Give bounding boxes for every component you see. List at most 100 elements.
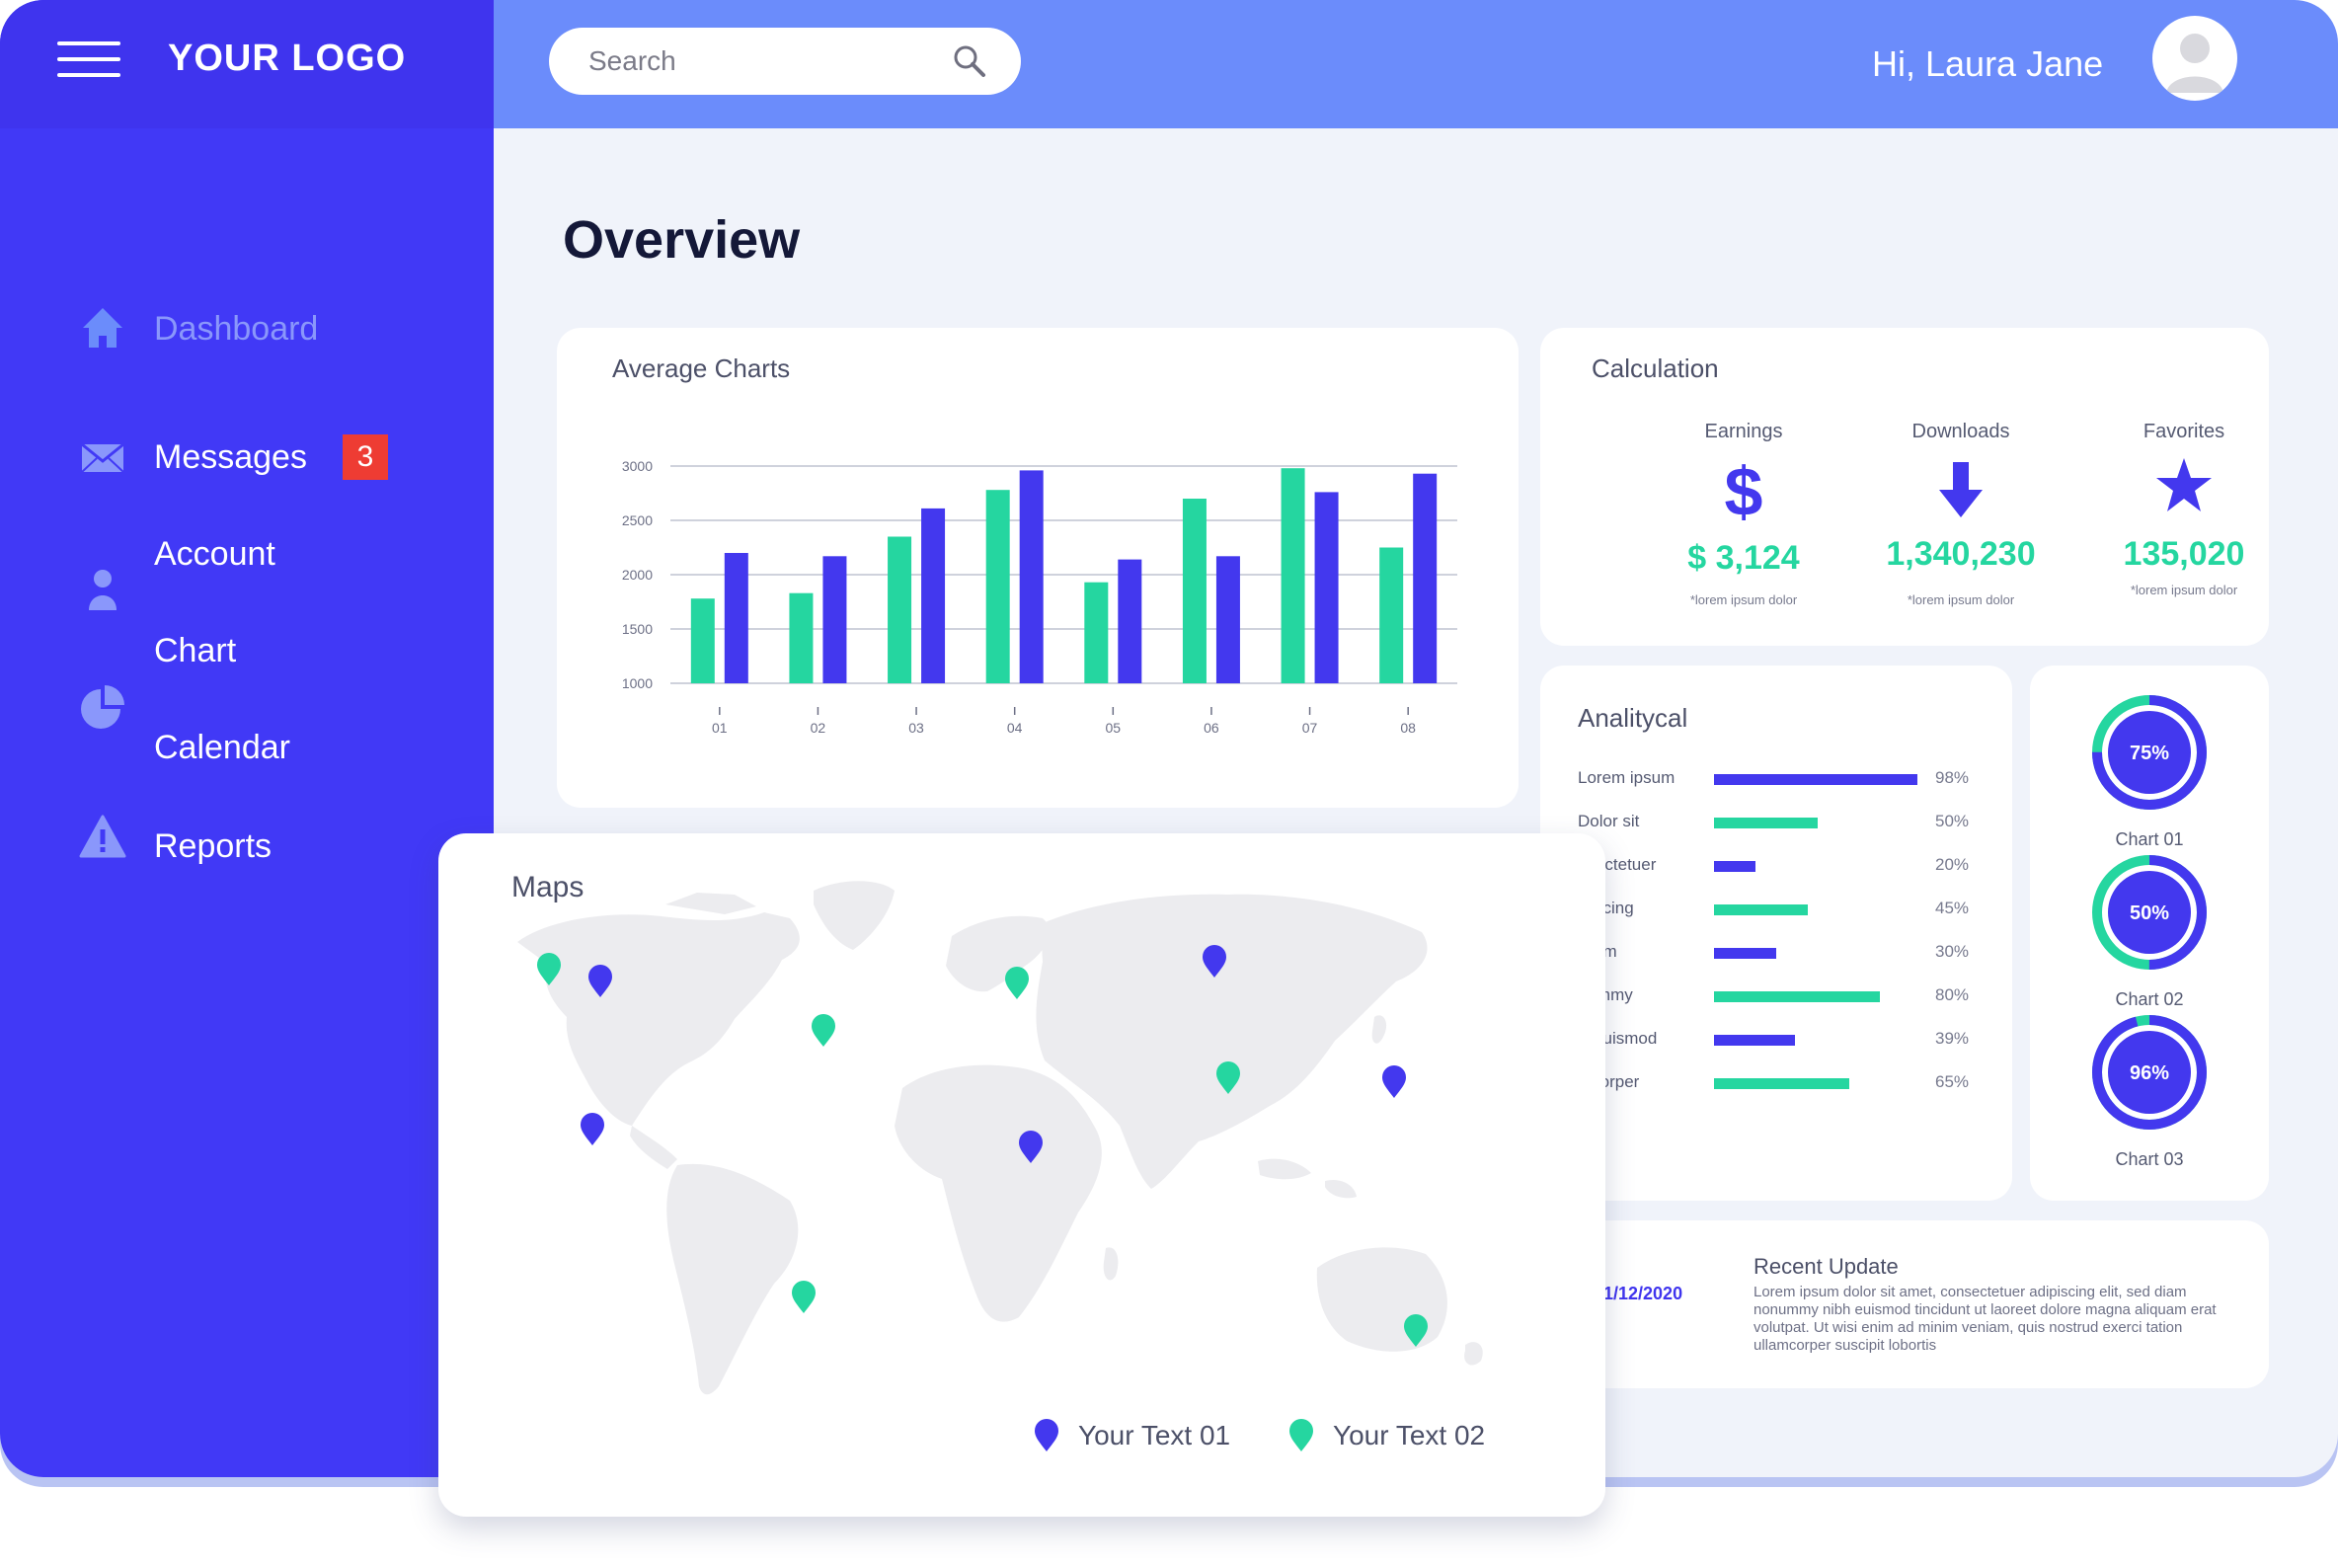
- logo-bar: [0, 0, 494, 128]
- calculation-card: Calculation Earnings $ $ 3,124 *lorem ip…: [1540, 328, 2269, 646]
- analytical-label: Lorem ipsum: [1578, 768, 1676, 787]
- bar: [724, 553, 748, 683]
- map-pin-icon[interactable]: [1203, 945, 1226, 978]
- svg-text:$: $: [1725, 458, 1763, 523]
- analytical-row: mcorper 65%: [1578, 1072, 2012, 1102]
- map-pin-icon[interactable]: [1382, 1065, 1406, 1098]
- stat-value: $ 3,124: [1687, 539, 1800, 577]
- update-date: 1/12/2020: [1603, 1284, 1683, 1303]
- card-title: Calculation: [1592, 353, 1719, 383]
- analytical-row: nsectetuer 20%: [1578, 855, 2012, 885]
- analytical-bar: [1714, 818, 1819, 828]
- logo[interactable]: YOUR LOGO: [168, 38, 407, 79]
- x-tick-label: 03: [908, 720, 924, 736]
- map-pin-icon[interactable]: [1005, 967, 1029, 999]
- average-charts-card: Average Charts 3000 2500 2000 1500 1000 01 02 0…: [557, 328, 1519, 808]
- progress-ring: 50%: [2092, 855, 2207, 970]
- search-icon[interactable]: [952, 43, 987, 79]
- search-box[interactable]: [549, 28, 1021, 95]
- analytical-percent: 98%: [1935, 768, 1970, 787]
- map-pin-icon[interactable]: [588, 965, 612, 997]
- analytical-bars: Lorem ipsum 98% Dolor sit 50% nsectetuer 20% i…: [1578, 768, 2012, 1163]
- y-tick-label: 3000: [622, 458, 653, 474]
- analytical-percent: 65%: [1935, 1072, 1970, 1091]
- map-pin-icon[interactable]: [812, 1014, 835, 1047]
- x-tick-label: 04: [1007, 720, 1023, 736]
- star-icon: [2156, 458, 2212, 511]
- home-icon: [83, 308, 122, 348]
- bar: [1314, 492, 1339, 683]
- sidebar-item-messages[interactable]: Messages 3: [79, 434, 388, 480]
- bar: [1019, 470, 1044, 683]
- stat-value: 135,020: [2123, 535, 2245, 573]
- card-title: Average Charts: [612, 353, 791, 383]
- map-pin-icon[interactable]: [1404, 1314, 1428, 1347]
- bar: [1281, 468, 1305, 683]
- map-pin-icon: [1035, 1419, 1058, 1451]
- x-tick-label: 05: [1106, 720, 1122, 736]
- sidebar-item-reports[interactable]: Reports: [79, 815, 273, 866]
- analytical-row: h Euismod 39%: [1578, 1029, 2012, 1058]
- ring-label: Chart 02: [2115, 989, 2184, 1009]
- x-tick-label: 02: [811, 720, 826, 736]
- bar: [1215, 556, 1240, 683]
- sidebar-item-chart[interactable]: Chart: [79, 632, 237, 729]
- ring-value: 75%: [2130, 743, 2169, 764]
- analytical-row: nummy80%: [1578, 985, 2012, 1015]
- progress-rings: 75% Chart 01 50% Chart 02 96% Chart 03: [2030, 666, 2269, 1201]
- analytical-percent: 30%: [1935, 942, 1970, 961]
- search-input[interactable]: [588, 41, 944, 81]
- recent-update-card: 1/12/2020 Recent Update Lorem ipsum dolo…: [1540, 1220, 2269, 1388]
- y-tick-label: 2000: [622, 567, 653, 583]
- x-tick-label: 06: [1204, 720, 1219, 736]
- analytical-bar: [1714, 904, 1808, 915]
- sidebar-item-calendar[interactable]: Calendar: [79, 729, 290, 767]
- avatar[interactable]: [2152, 16, 2237, 101]
- analytical-percent: 45%: [1935, 899, 1970, 917]
- analytical-bar: [1714, 774, 1917, 785]
- bar: [822, 556, 847, 683]
- analytical-row: ipiscing 45%: [1578, 899, 2012, 928]
- card-title: Maps: [511, 871, 584, 903]
- ring-value: 50%: [2130, 902, 2169, 924]
- card-title: Analitycal: [1578, 703, 1688, 733]
- analytical-row: Dolor sit 50%: [1578, 812, 2012, 841]
- analytical-percent: 20%: [1935, 855, 1970, 874]
- analytical-percent: 80%: [1935, 985, 1970, 1004]
- sidebar-item-dashboard[interactable]: Dashboard: [79, 308, 318, 349]
- sidebar-item-label: Chart: [154, 632, 237, 669]
- mail-icon: [81, 442, 124, 473]
- map-pin-icon: [1289, 1419, 1313, 1451]
- pie-chart-icon: [81, 685, 124, 729]
- legend-item-02: Your Text 02: [1287, 1418, 1485, 1453]
- stat-note: *lorem ipsum dolor: [1689, 592, 1798, 607]
- map-pin-icon[interactable]: [537, 953, 561, 985]
- sidebar-item-label: Reports: [154, 827, 273, 865]
- y-tick-label: 2500: [622, 512, 653, 528]
- stat-label: Earnings: [1704, 421, 1783, 442]
- unread-badge: 3: [342, 434, 388, 480]
- stat-value: 1,340,230: [1886, 535, 2036, 573]
- bar-chart: 3000 2500 2000 1500 1000 01 02 03 04 05 06 07 08: [622, 458, 1457, 736]
- page-title: Overview: [563, 210, 801, 270]
- sidebar-item-label: Messages: [154, 437, 307, 476]
- sidebar-item-account[interactable]: Account: [79, 535, 275, 610]
- y-tick-label: 1000: [622, 675, 653, 691]
- progress-rings-card: 75% Chart 01 50% Chart 02 96% Chart 03: [2030, 666, 2269, 1201]
- analytical-bar: [1714, 948, 1777, 959]
- map-pins: [537, 945, 1428, 1347]
- analytical-bar: [1714, 1035, 1795, 1046]
- map-pin-icon[interactable]: [581, 1113, 604, 1145]
- dashboard-window: YOUR LOGO Hi, Laura Jane Dashboard Messa…: [0, 0, 2338, 1477]
- map-pin-icon[interactable]: [792, 1281, 816, 1313]
- stat-note: *lorem ipsum dolor: [2130, 583, 2238, 597]
- analytical-percent: 39%: [1935, 1029, 1970, 1048]
- menu-icon[interactable]: [57, 41, 120, 77]
- analytical-bar: [1714, 861, 1756, 872]
- map-pin-icon[interactable]: [1216, 1061, 1240, 1094]
- map-pin-icon[interactable]: [1019, 1131, 1043, 1163]
- bar: [1182, 499, 1207, 683]
- analytical-bar: [1714, 991, 1881, 1002]
- bar: [789, 592, 814, 683]
- analytical-card: Analitycal Lorem ipsum 98% Dolor sit 50% nse…: [1540, 666, 2012, 1201]
